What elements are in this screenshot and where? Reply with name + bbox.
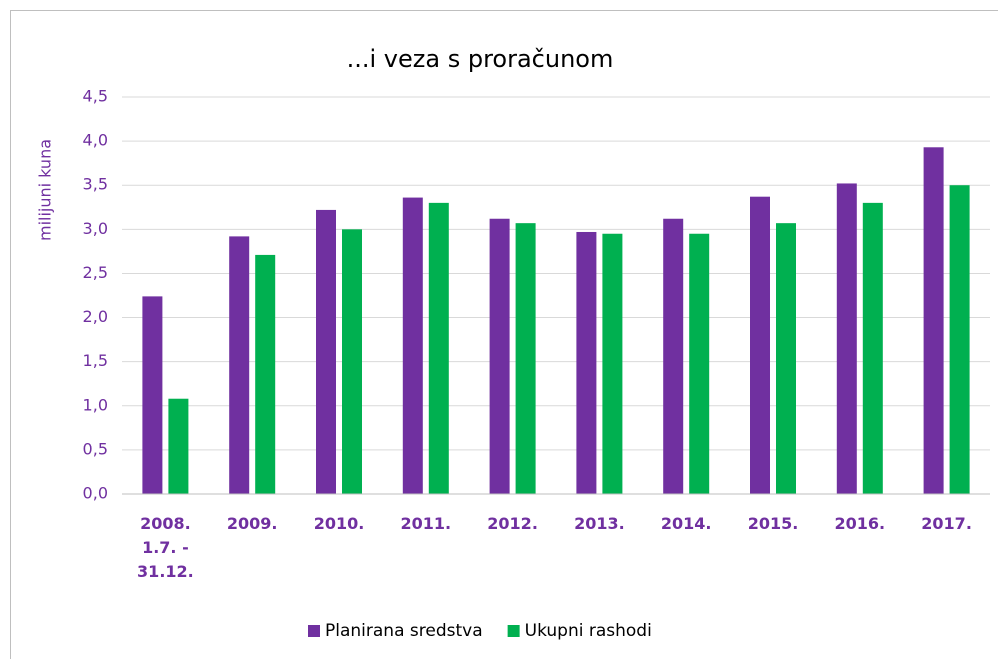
bar — [402, 197, 423, 494]
y-tick-label: 3,0 — [83, 219, 108, 238]
y-tick-label: 4,5 — [83, 87, 108, 106]
y-tick-label: 0,0 — [83, 484, 108, 503]
y-axis-label: milijuni kuna — [36, 139, 55, 241]
chart-border — [10, 10, 998, 659]
bar — [342, 229, 362, 495]
bar — [776, 223, 796, 494]
bar — [949, 185, 970, 494]
y-tick-label: 2,5 — [83, 263, 108, 282]
bar — [836, 183, 857, 495]
y-tick-label: 4,0 — [83, 131, 108, 150]
bar — [168, 398, 189, 494]
x-tick-label: 2008. 1.7. -31.12. — [137, 514, 194, 581]
bar — [576, 231, 597, 495]
bar — [489, 218, 510, 494]
bar — [750, 196, 770, 495]
x-tick-label: 2012. — [487, 514, 538, 533]
bar — [515, 223, 536, 494]
x-tick-label: 2009. — [227, 514, 278, 533]
bar — [689, 233, 710, 494]
bar — [602, 233, 623, 494]
legend-label: Ukupni rashodi — [525, 621, 652, 641]
x-tick-label: 2011. — [400, 514, 451, 533]
legend-label: Planirana sredstva — [325, 621, 483, 641]
bar — [428, 202, 449, 494]
x-tick-label: 2013. — [574, 514, 625, 533]
y-tick-label: 1,0 — [83, 395, 108, 414]
bar — [255, 254, 276, 494]
bar — [316, 209, 336, 494]
legend-swatch — [308, 625, 320, 637]
y-tick-label: 1,5 — [83, 351, 108, 370]
y-tick-label: 2,0 — [83, 307, 108, 326]
bar — [142, 296, 163, 494]
y-tick-label: 3,5 — [83, 175, 108, 194]
x-tick-label: 2017. — [921, 514, 972, 533]
x-tick-label: 2014. — [661, 514, 712, 533]
bar — [862, 202, 883, 494]
x-tick-label: 2016. — [834, 514, 885, 533]
bar — [923, 147, 944, 494]
x-tick-label: 2015. — [748, 514, 799, 533]
y-tick-label: 0,5 — [83, 439, 108, 458]
bar — [229, 236, 250, 494]
bar — [663, 218, 684, 494]
legend-swatch — [507, 625, 520, 637]
chart-title: ...i veza s proračunom — [347, 45, 614, 73]
x-tick-label: 2010. — [314, 514, 365, 533]
